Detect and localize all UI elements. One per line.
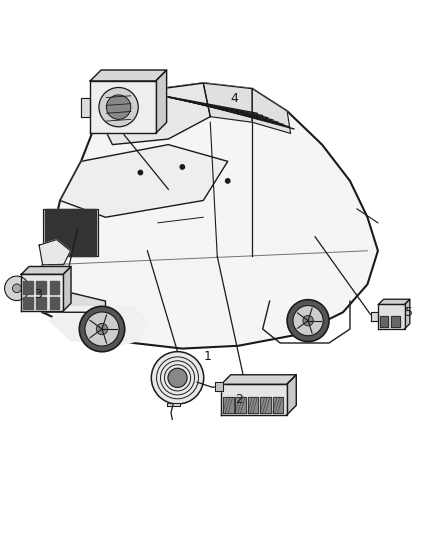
Polygon shape: [221, 375, 296, 384]
Polygon shape: [203, 83, 252, 122]
Polygon shape: [260, 398, 271, 413]
Circle shape: [303, 316, 313, 326]
Polygon shape: [378, 304, 405, 329]
Circle shape: [79, 306, 125, 352]
Circle shape: [151, 352, 204, 404]
Polygon shape: [287, 375, 296, 415]
Circle shape: [56, 288, 71, 303]
Circle shape: [99, 87, 138, 127]
Polygon shape: [60, 144, 228, 217]
Polygon shape: [39, 240, 71, 265]
Circle shape: [138, 171, 143, 175]
Circle shape: [12, 284, 21, 293]
Polygon shape: [21, 274, 63, 311]
Polygon shape: [49, 281, 59, 294]
Polygon shape: [36, 297, 46, 309]
Polygon shape: [166, 403, 180, 406]
Polygon shape: [155, 70, 166, 133]
Polygon shape: [23, 297, 33, 309]
Circle shape: [5, 276, 29, 301]
Polygon shape: [405, 299, 410, 329]
Circle shape: [180, 165, 184, 169]
Text: 4: 4: [230, 92, 238, 105]
Polygon shape: [36, 281, 46, 294]
Polygon shape: [371, 312, 378, 321]
Polygon shape: [42, 209, 99, 256]
Polygon shape: [215, 382, 223, 391]
Polygon shape: [378, 299, 410, 304]
Circle shape: [96, 324, 108, 335]
Polygon shape: [248, 398, 258, 413]
Polygon shape: [45, 215, 96, 223]
Circle shape: [168, 368, 187, 387]
Polygon shape: [272, 398, 283, 413]
Polygon shape: [221, 384, 287, 415]
Polygon shape: [252, 88, 290, 133]
Polygon shape: [45, 249, 96, 256]
Polygon shape: [380, 316, 389, 327]
Polygon shape: [81, 98, 90, 117]
Polygon shape: [49, 297, 59, 309]
Polygon shape: [45, 222, 96, 229]
Polygon shape: [45, 243, 96, 249]
Polygon shape: [49, 306, 148, 346]
Circle shape: [106, 95, 131, 119]
Polygon shape: [35, 83, 378, 349]
Polygon shape: [45, 236, 96, 243]
Polygon shape: [392, 316, 400, 327]
Text: 2: 2: [235, 393, 243, 406]
Polygon shape: [45, 229, 96, 236]
Circle shape: [226, 179, 230, 183]
Polygon shape: [99, 83, 210, 144]
Polygon shape: [90, 70, 166, 81]
Polygon shape: [235, 398, 246, 413]
Circle shape: [293, 305, 323, 336]
Polygon shape: [35, 284, 106, 312]
Polygon shape: [23, 281, 33, 294]
Circle shape: [85, 312, 119, 346]
Text: 5: 5: [405, 306, 413, 319]
Circle shape: [287, 300, 329, 342]
Text: 3: 3: [34, 288, 42, 301]
Polygon shape: [45, 209, 96, 216]
Text: 1: 1: [204, 350, 212, 362]
Polygon shape: [223, 398, 233, 413]
Polygon shape: [90, 81, 155, 133]
Polygon shape: [21, 266, 71, 274]
Polygon shape: [63, 266, 71, 311]
